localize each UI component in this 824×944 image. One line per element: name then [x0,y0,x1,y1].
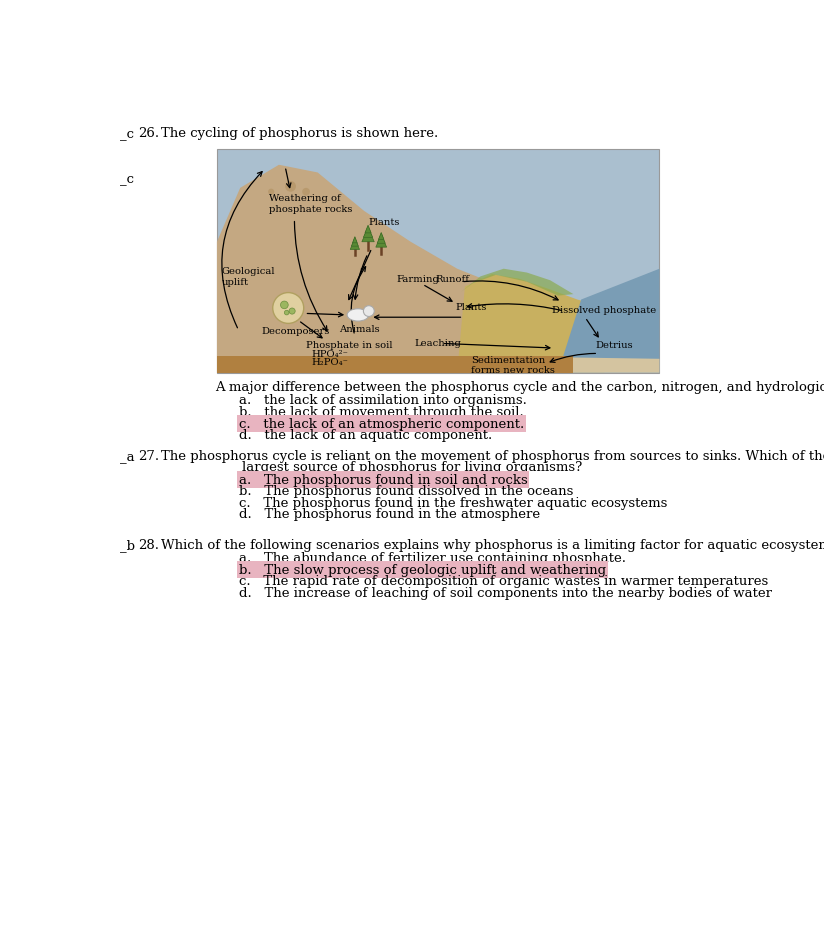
Text: c.   the lack of an atmospheric component.: c. the lack of an atmospheric component. [239,417,524,430]
Text: H₂PO₄⁻: H₂PO₄⁻ [311,358,349,367]
Text: Detrius: Detrius [595,340,633,349]
Text: c.   The phosphorus found in the freshwater aquatic ecosystems: c. The phosphorus found in the freshwate… [239,497,667,510]
Text: largest source of phosphorus for living organisms?: largest source of phosphorus for living … [242,460,583,473]
Circle shape [284,311,289,315]
Text: Runoff: Runoff [435,275,470,284]
Text: 28.: 28. [138,539,159,551]
Text: a.   the lack of assimilation into organisms.: a. the lack of assimilation into organis… [239,394,527,407]
Text: a.   The abundance of fertilizer use containing phosphate.: a. The abundance of fertilizer use conta… [239,551,625,565]
Circle shape [363,307,374,317]
Ellipse shape [347,310,369,322]
Text: Plants: Plants [369,218,400,227]
Polygon shape [365,226,371,234]
Polygon shape [350,240,359,250]
Text: Animals: Animals [339,325,380,334]
Text: Which of the following scenarios explains why phosphorus is a limiting factor fo: Which of the following scenarios explain… [162,539,824,551]
Polygon shape [351,239,358,247]
Circle shape [268,190,274,195]
Polygon shape [362,228,374,243]
Circle shape [273,294,304,324]
Text: Sedimentation
forms new rocks: Sedimentation forms new rocks [471,356,555,375]
Text: The cycling of phosphorus is shown here.: The cycling of phosphorus is shown here. [162,127,438,140]
Polygon shape [558,358,659,373]
Text: Plants: Plants [456,302,487,312]
Polygon shape [217,356,574,373]
Polygon shape [377,234,386,244]
Text: b.   the lack of movement through the soil.: b. the lack of movement through the soil… [239,406,523,418]
Polygon shape [461,269,574,296]
Text: d.   The increase of leaching of soil components into the nearby bodies of water: d. The increase of leaching of soil comp… [239,586,771,599]
Polygon shape [558,269,659,373]
Polygon shape [363,228,372,238]
Text: A major difference between the phosphorus cycle and the carbon, nitrogen, and hy: A major difference between the phosphoru… [215,381,824,394]
Bar [217,150,659,373]
Circle shape [289,309,295,314]
Text: HPO₄²⁻: HPO₄²⁻ [311,349,349,359]
Text: _b: _b [120,539,135,551]
Text: _c: _c [120,127,134,140]
Text: Phosphate in soil: Phosphate in soil [306,340,392,349]
Text: Decomposers: Decomposers [262,328,330,336]
Text: Leaching: Leaching [414,339,461,347]
Text: b.   The phosphorus found dissolved in the oceans: b. The phosphorus found dissolved in the… [239,485,573,497]
Text: 26.: 26. [138,127,159,140]
Text: 27.: 27. [138,449,159,463]
Text: Dissolved phosphate: Dissolved phosphate [552,306,656,314]
Circle shape [280,302,288,310]
Text: The phosphorus cycle is reliant on the movement of phosphorus from sources to si: The phosphorus cycle is reliant on the m… [162,449,824,463]
Text: a.   The phosphorus found in soil and rocks: a. The phosphorus found in soil and rock… [239,473,527,486]
Text: _a: _a [120,449,134,463]
Text: b.   The slow process of geologic uplift and weathering: b. The slow process of geologic uplift a… [239,564,606,576]
Polygon shape [457,275,605,373]
Text: Farming: Farming [396,275,439,284]
Polygon shape [353,237,357,244]
Text: Weathering of
phosphate rocks: Weathering of phosphate rocks [269,194,352,213]
Polygon shape [217,165,574,373]
Circle shape [285,182,296,193]
Text: _c: _c [120,172,134,185]
Text: d.   the lack of an aquatic component.: d. the lack of an aquatic component. [239,429,492,442]
Text: Geological
uplift: Geological uplift [222,267,275,286]
Polygon shape [376,236,386,248]
Text: d.   The phosphorus found in the atmosphere: d. The phosphorus found in the atmospher… [239,508,540,521]
Polygon shape [378,233,384,240]
Text: c.   The rapid rate of decomposition of organic wastes in warmer temperatures: c. The rapid rate of decomposition of or… [239,575,768,588]
Circle shape [302,189,310,196]
